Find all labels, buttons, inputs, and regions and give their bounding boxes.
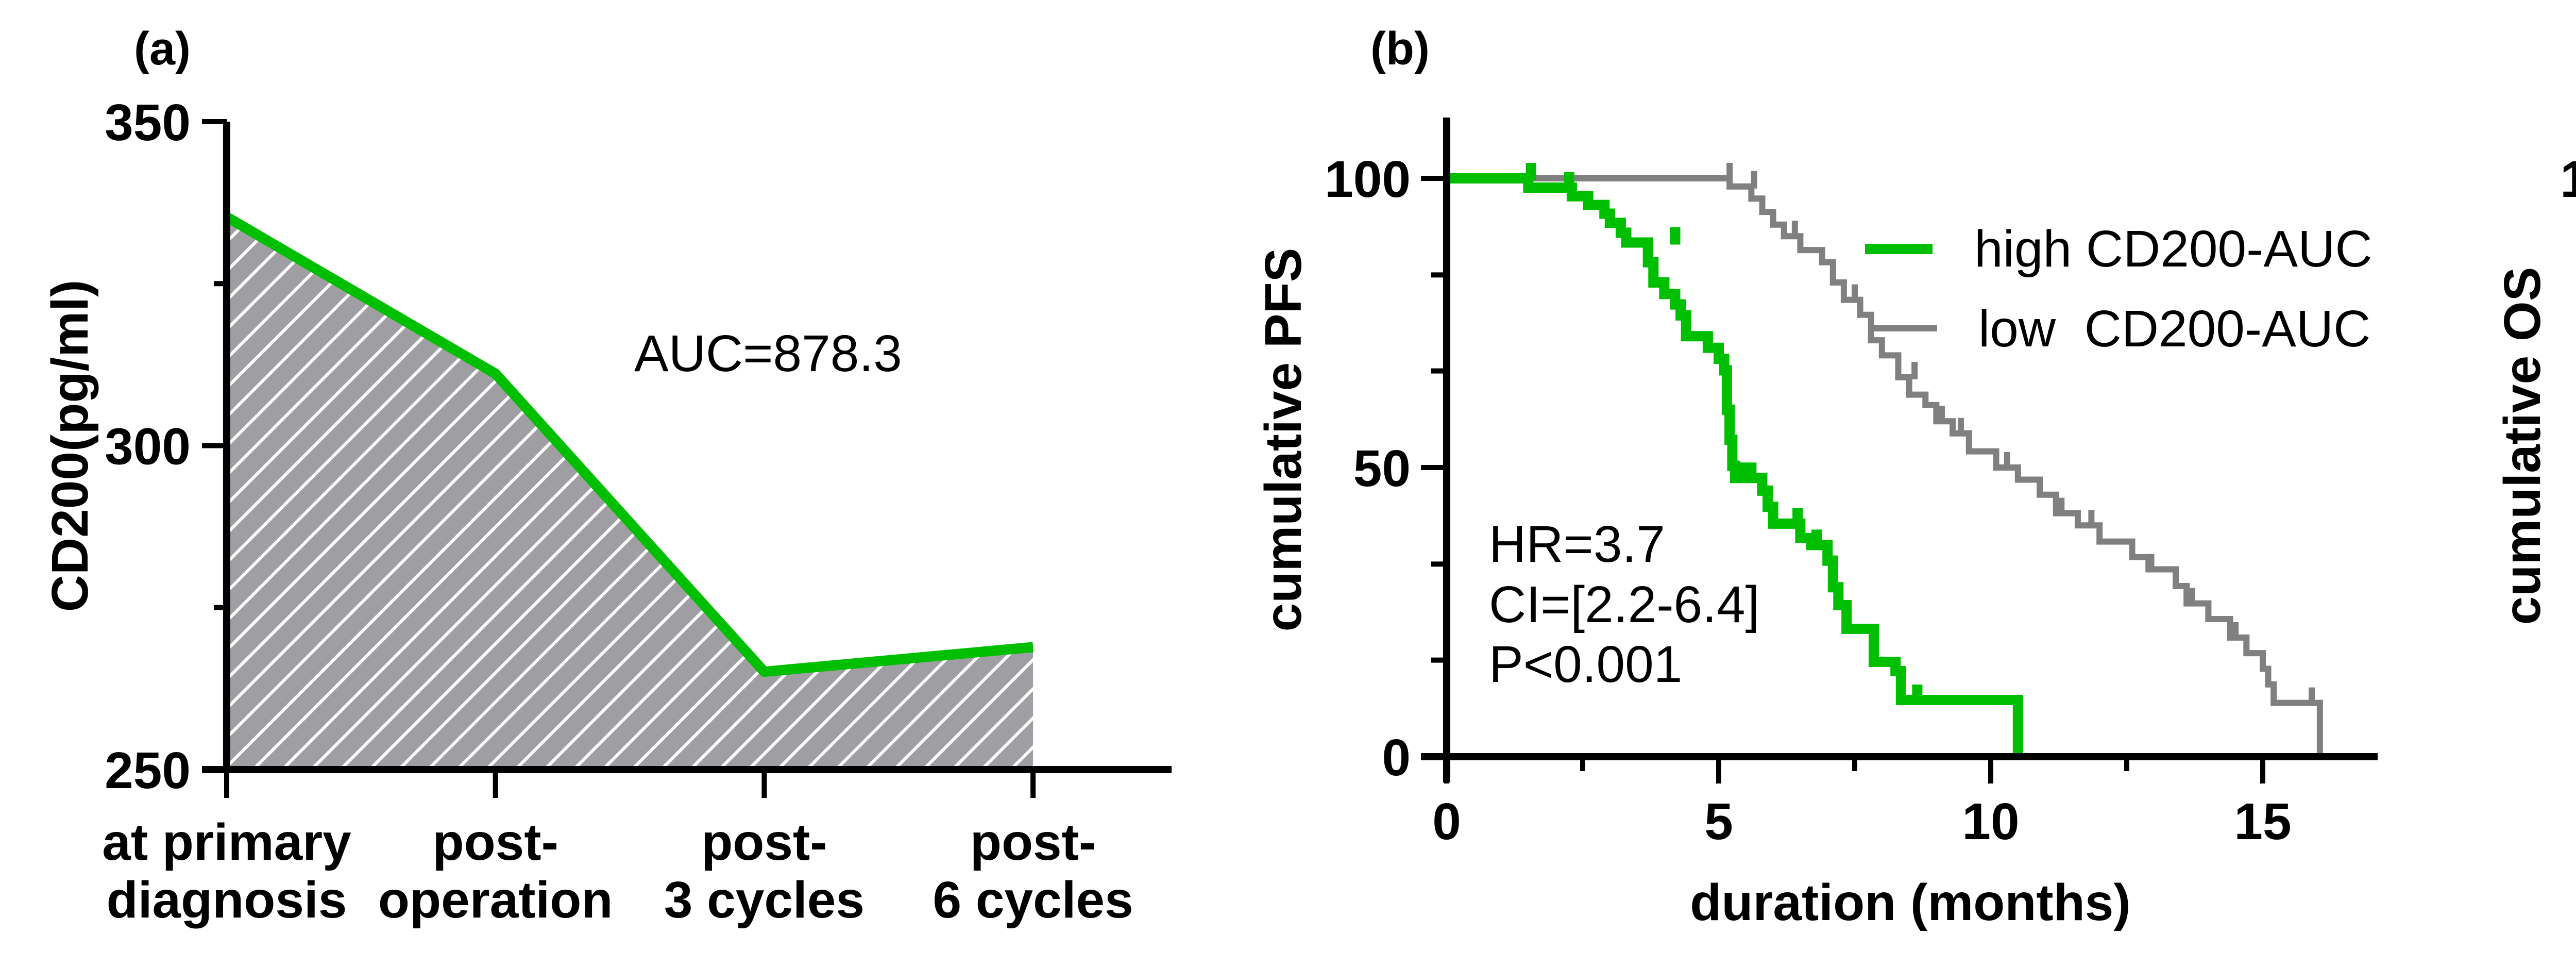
x-tick-label: at primary	[102, 813, 351, 871]
ci-text-b: CI=[2.2-6.4]	[1489, 576, 1759, 633]
y-tick-label: 100	[2560, 151, 2576, 208]
x-tick-label: 3 cycles	[664, 871, 865, 929]
tick-labels-c: 050100010203040	[2560, 151, 2576, 208]
x-tick-label: 0	[1432, 793, 1461, 851]
p-text-b: P<0.001	[1489, 636, 1682, 693]
panel-c: (c) cumulative OS duration (months) 0501…	[2494, 151, 2576, 625]
y-tick-label: 0	[1382, 729, 1411, 787]
area-fill-group	[224, 212, 1034, 770]
x-tick-label: diagnosis	[107, 871, 347, 929]
y-axis-title-c: cumulative OS	[2494, 267, 2551, 625]
km-curve-high	[1447, 173, 2023, 757]
x-axis-title-b: duration (months)	[1690, 874, 2130, 931]
legend-label-high: high CD200-AUC	[1974, 220, 2372, 278]
legend-label-low: low CD200-AUC	[1978, 300, 2370, 358]
y-axis-title-b: cumulative PFS	[1255, 248, 1312, 632]
auc-annotation: AUC=878.3	[634, 325, 902, 382]
y-tick-label: 300	[105, 418, 191, 476]
x-tick-label: 5	[1704, 793, 1733, 851]
x-tick-label: 10	[1962, 793, 2019, 851]
y-tick-label: 100	[1325, 151, 1411, 208]
x-tick-label: post-	[701, 813, 827, 871]
km-curves-b	[1447, 163, 2323, 757]
axes-b	[1421, 118, 2378, 783]
x-tick-label: post-	[433, 813, 558, 871]
y-axis-title-a: CD200(pg/ml)	[41, 280, 99, 612]
x-tick-label: 15	[2234, 793, 2291, 851]
cd200-line	[224, 212, 1034, 677]
panel-label-b: (b)	[1370, 23, 1430, 75]
hr-text-b: HR=3.7	[1489, 515, 1665, 573]
x-tick-label: operation	[378, 871, 613, 929]
tick-labels-b: 0 50 100 0 5 10 15	[1325, 151, 2291, 851]
panel-a: (a) CD200(pg/ml) 250 300 350 at primarydiag…	[41, 23, 1172, 929]
panel-label-a: (a)	[134, 23, 191, 75]
x-tick-label: 6 cycles	[933, 871, 1133, 929]
panel-b: (b) cumulative PFS duration (months) 050…	[1255, 23, 2378, 931]
legend-b: high CD200-AUC low CD200-AUC	[1865, 220, 2372, 358]
y-tick-label: 350	[105, 94, 191, 152]
axes-a	[202, 119, 1172, 798]
km-curve-low	[1447, 175, 2323, 757]
auc-area	[227, 216, 1033, 770]
y-tick-label: 50	[1353, 440, 1411, 497]
x-tick-label: post-	[970, 813, 1096, 871]
y-tick-label: 250	[105, 742, 191, 799]
stats-annotation-b: HR=3.7 CI=[2.2-6.4] P<0.001	[1489, 515, 1759, 693]
